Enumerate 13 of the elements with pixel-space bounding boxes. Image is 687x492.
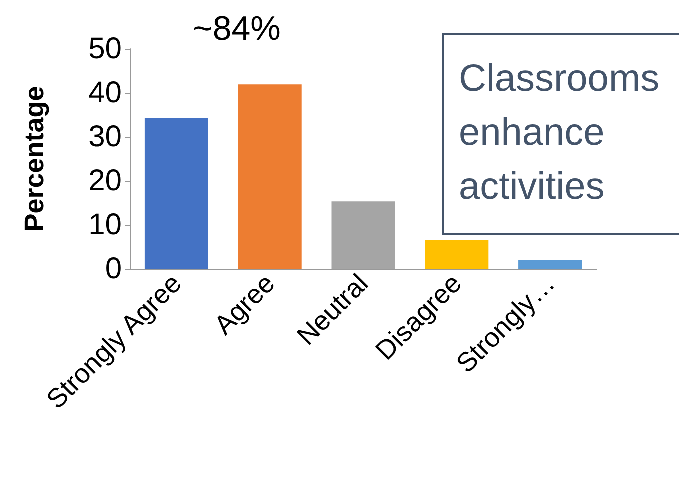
bar [238,84,302,269]
y-tick-label: 0 [105,252,122,286]
y-tick-label: 30 [88,120,122,154]
y-tick-label: 20 [88,164,122,198]
y-tick-label: 40 [88,76,122,110]
text: ~84% [193,10,281,48]
bar [425,240,489,269]
bar [518,260,582,269]
y-axis-title: Percentage [20,86,50,232]
annotation: Classrooms enhance activities [459,58,660,208]
y-tick-label: 50 [88,32,122,66]
bar [144,118,208,269]
y-tick-label: 10 [88,208,122,242]
